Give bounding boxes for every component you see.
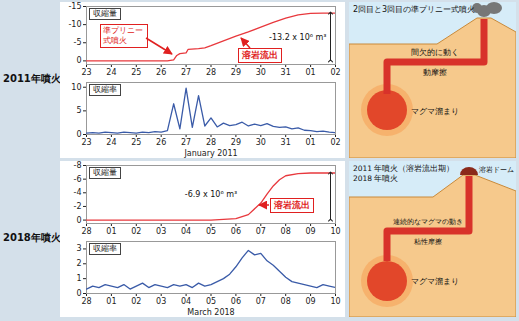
svg-text:-2: -2 [74, 202, 82, 211]
svg-text:-4: -4 [74, 188, 82, 197]
svg-text:28: 28 [81, 227, 91, 236]
svg-text:0: 0 [76, 56, 81, 65]
svg-text:マグマ溜まり: マグマ溜まり [411, 277, 459, 286]
svg-text:-15: -15 [68, 2, 81, 11]
svg-text:5: 5 [76, 106, 81, 115]
svg-text:26: 26 [156, 68, 166, 77]
svg-text:02: 02 [330, 138, 340, 147]
svg-text:04: 04 [181, 297, 191, 306]
svg-text:溶岩ドーム: 溶岩ドーム [479, 166, 514, 174]
svg-text:January 2011: January 2011 [183, 149, 237, 158]
svg-text:-10: -10 [68, 20, 81, 29]
html-text:収縮量: 収縮量 [93, 9, 117, 18]
svg-text:27: 27 [181, 138, 191, 147]
svg-text:06: 06 [231, 227, 241, 236]
svg-text:-6.9 x 10⁶ m³: -6.9 x 10⁶ m³ [185, 190, 237, 199]
svg-text:23: 23 [81, 68, 91, 77]
svg-text:3: 3 [76, 244, 81, 253]
svg-text:10: 10 [330, 297, 340, 306]
svg-text:04: 04 [181, 227, 191, 236]
svg-text:25: 25 [131, 138, 141, 147]
svg-text:28: 28 [81, 297, 91, 306]
svg-text:02: 02 [330, 68, 340, 77]
svg-text:08: 08 [281, 297, 291, 306]
svg-text:10: 10 [71, 83, 81, 92]
svg-text:03: 03 [156, 227, 166, 236]
html-text:収縮量: 収縮量 [93, 168, 117, 177]
svg-text:02: 02 [131, 227, 141, 236]
svg-text:粘性摩擦: 粘性摩擦 [414, 238, 442, 246]
svg-text:-8: -8 [74, 161, 82, 170]
svg-text:1: 1 [76, 274, 81, 283]
svg-text:25: 25 [131, 68, 141, 77]
svg-text:28: 28 [206, 68, 216, 77]
svg-text:2: 2 [76, 259, 81, 268]
svg-text:31: 31 [281, 68, 291, 77]
svg-text:23: 23 [81, 138, 91, 147]
svg-text:06: 06 [231, 297, 241, 306]
svg-text:動摩擦: 動摩擦 [423, 68, 447, 77]
svg-text:05: 05 [206, 297, 216, 306]
svg-text:28: 28 [206, 138, 216, 147]
svg-text:-5: -5 [74, 38, 82, 47]
svg-text:01: 01 [106, 227, 116, 236]
html-text:準プリニー式噴火: 準プリニー式噴火 [103, 26, 143, 45]
svg-text:01: 01 [306, 68, 316, 77]
svg-text:30: 30 [256, 138, 266, 147]
svg-text:26: 26 [156, 138, 166, 147]
svg-text:01: 01 [306, 138, 316, 147]
svg-text:27: 27 [181, 68, 191, 77]
svg-text:09: 09 [306, 227, 316, 236]
svg-text:07: 07 [256, 297, 266, 306]
html-text:溶岩流出: 溶岩流出 [274, 200, 310, 210]
svg-text:間欠的に動く: 間欠的に動く [411, 48, 459, 57]
svg-text:24: 24 [106, 68, 116, 77]
svg-text:2011 年噴火（溶岩流出期）: 2011 年噴火（溶岩流出期） [353, 164, 454, 173]
svg-text:09: 09 [306, 297, 316, 306]
svg-text:08: 08 [281, 227, 291, 236]
svg-text:0: 0 [76, 289, 82, 299]
svg-text:24: 24 [106, 138, 116, 147]
svg-text:10: 10 [330, 227, 340, 236]
html-text:2011年噴火: 2011年噴火 [3, 73, 61, 84]
svg-text:29: 29 [231, 68, 241, 77]
svg-text:0: 0 [76, 216, 81, 225]
svg-text:連続的なマグマの動き: 連続的なマグマの動き [393, 218, 463, 226]
svg-text:0: 0 [76, 130, 82, 140]
svg-text:2回目と3回目の準プリニー式噴火: 2回目と3回目の準プリニー式噴火 [353, 5, 475, 14]
svg-text:-6: -6 [74, 175, 82, 184]
svg-text:05: 05 [206, 227, 216, 236]
svg-text:マグマ溜まり: マグマ溜まり [411, 107, 459, 116]
svg-text:31: 31 [281, 138, 291, 147]
html-text:収縮率: 収縮率 [93, 244, 117, 253]
svg-text:01: 01 [106, 297, 116, 306]
svg-text:30: 30 [256, 68, 266, 77]
svg-text:2018 年噴火: 2018 年噴火 [353, 174, 398, 183]
html-text:溶岩流出: 溶岩流出 [242, 50, 278, 60]
svg-text:03: 03 [156, 297, 166, 306]
svg-text:29: 29 [231, 138, 241, 147]
svg-text:07: 07 [256, 227, 266, 236]
html-text:2018年噴火: 2018年噴火 [3, 232, 61, 243]
svg-text:-13.2 x 10⁶ m³: -13.2 x 10⁶ m³ [269, 33, 326, 42]
html-text:収縮率: 収縮率 [93, 85, 117, 94]
svg-text:March 2018: March 2018 [187, 308, 234, 317]
svg-text:02: 02 [131, 297, 141, 306]
